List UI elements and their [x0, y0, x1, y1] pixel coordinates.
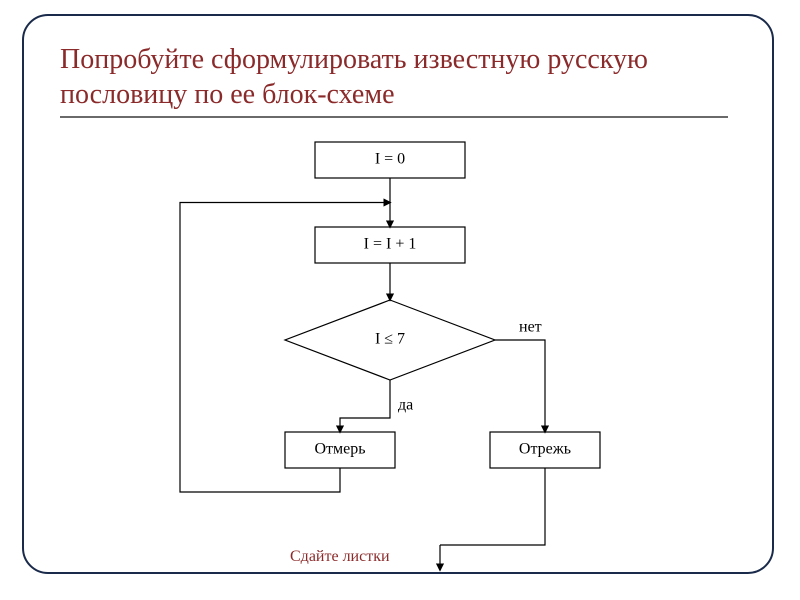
node-label-inc: I = I + 1	[364, 236, 417, 253]
flowchart: I = 0 I = I + 1 I ≤ 7 Отмерь Отрежь да нет	[0, 0, 800, 600]
node-label-cut: Отрежь	[519, 441, 571, 458]
node-label-cond: I ≤ 7	[375, 331, 405, 348]
edge-label-no: нет	[519, 319, 542, 336]
edge-label-yes: да	[398, 397, 413, 414]
node-label-init: I = 0	[375, 151, 405, 168]
node-label-measure: Отмерь	[314, 441, 365, 458]
footer-note: Сдайте листки	[290, 548, 390, 566]
